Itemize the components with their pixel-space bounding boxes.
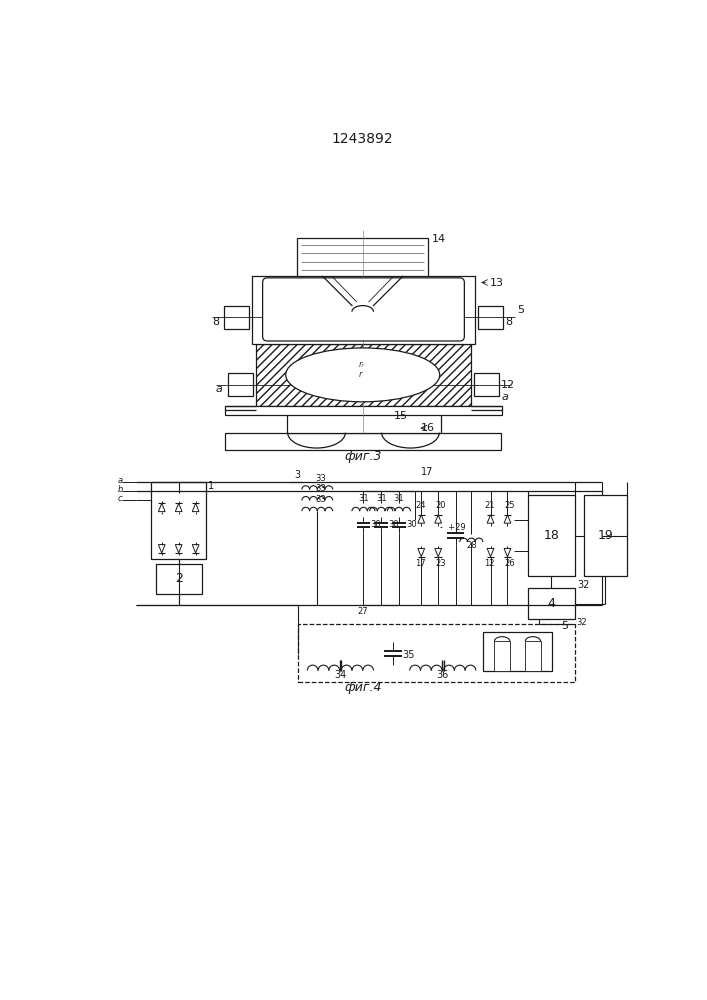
Bar [287, 406, 441, 433]
Bar [225, 406, 502, 415]
Bar [252, 276, 475, 344]
Polygon shape [418, 548, 425, 557]
Polygon shape [158, 545, 165, 553]
Bar [228, 373, 252, 396]
Polygon shape [192, 545, 199, 553]
Text: 30: 30 [406, 520, 416, 529]
Text: фиг.4: фиг.4 [344, 681, 382, 694]
Text: c: c [118, 494, 122, 503]
Text: 4: 4 [547, 597, 555, 610]
Text: 31: 31 [358, 494, 369, 503]
Text: 12: 12 [501, 380, 515, 390]
Text: 17: 17 [421, 467, 433, 477]
Bar [527, 495, 575, 576]
Text: фиг.3: фиг.3 [344, 450, 382, 463]
Text: 18: 18 [544, 529, 559, 542]
Text: 36: 36 [437, 670, 449, 680]
Bar [224, 306, 249, 329]
Polygon shape [504, 548, 511, 557]
FancyBboxPatch shape [262, 278, 464, 341]
Text: 8: 8 [212, 317, 219, 327]
Text: 12: 12 [484, 559, 495, 568]
Text: 31: 31 [376, 494, 387, 503]
Polygon shape [487, 548, 494, 557]
Bar [483, 632, 552, 671]
Text: 5: 5 [561, 621, 568, 631]
Text: 33: 33 [316, 495, 327, 504]
Text: 2: 2 [175, 572, 182, 585]
Polygon shape [435, 515, 442, 523]
Text: 25: 25 [504, 501, 515, 510]
Text: 8: 8 [506, 317, 513, 327]
Polygon shape [175, 545, 182, 553]
Text: -  +29: - +29 [440, 523, 466, 532]
Text: 1243892: 1243892 [332, 132, 394, 146]
Bar [478, 306, 503, 329]
Bar [297, 238, 428, 276]
Text: a: a [501, 392, 508, 402]
Text: 3: 3 [294, 470, 300, 480]
Polygon shape [435, 548, 442, 557]
Text: 32: 32 [578, 580, 590, 590]
Text: 19: 19 [597, 529, 613, 542]
Bar [585, 495, 627, 576]
Text: 27: 27 [357, 607, 368, 616]
Text: 16: 16 [421, 423, 436, 433]
Text: 33: 33 [316, 484, 327, 493]
Text: 21: 21 [484, 501, 495, 510]
Text: 24: 24 [415, 501, 426, 510]
Polygon shape [487, 515, 494, 523]
Bar [156, 564, 201, 594]
Text: 13: 13 [490, 278, 504, 288]
Bar [474, 373, 499, 396]
Bar [298, 624, 575, 682]
Text: a: a [216, 384, 223, 394]
Bar [151, 482, 206, 559]
Polygon shape [158, 503, 165, 512]
Bar [494, 641, 510, 671]
Text: 30: 30 [370, 520, 381, 529]
Text: 28: 28 [466, 541, 477, 550]
Text: 17: 17 [415, 559, 426, 568]
Text: 33: 33 [316, 474, 327, 483]
Text: a: a [118, 476, 123, 485]
Text: 1: 1 [208, 481, 214, 491]
Text: 14: 14 [432, 234, 446, 244]
Bar [525, 641, 541, 671]
Bar [256, 344, 472, 406]
Text: rᵣ: rᵣ [359, 360, 365, 369]
Ellipse shape [286, 348, 440, 402]
Text: 30: 30 [388, 520, 399, 529]
Text: 23: 23 [435, 559, 445, 568]
Text: 20: 20 [435, 501, 445, 510]
Polygon shape [175, 503, 182, 512]
Text: 15: 15 [394, 411, 407, 421]
Text: b: b [118, 485, 123, 494]
Text: 34: 34 [334, 670, 346, 680]
Bar [527, 588, 575, 619]
Polygon shape [192, 503, 199, 512]
Text: 35: 35 [402, 650, 414, 660]
Bar [225, 433, 501, 450]
Text: r: r [359, 370, 363, 379]
Polygon shape [504, 515, 511, 523]
Text: 31: 31 [394, 494, 404, 503]
Text: 26: 26 [504, 559, 515, 568]
Text: 5: 5 [517, 305, 524, 315]
Polygon shape [418, 515, 425, 523]
Text: 32: 32 [577, 618, 588, 627]
